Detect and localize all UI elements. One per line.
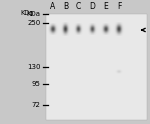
- Bar: [46, 103, 147, 106]
- Bar: [46, 14, 147, 18]
- Bar: [46, 110, 147, 113]
- Bar: [46, 50, 147, 53]
- Bar: [46, 74, 147, 78]
- Bar: [46, 95, 147, 99]
- Bar: [46, 46, 147, 50]
- Bar: [46, 14, 147, 120]
- Bar: [46, 57, 147, 60]
- Text: 95: 95: [32, 81, 40, 87]
- Text: A: A: [50, 2, 55, 11]
- Bar: [46, 113, 147, 117]
- Bar: [46, 106, 147, 110]
- Bar: [46, 85, 147, 88]
- Bar: [46, 88, 147, 92]
- Bar: [46, 53, 147, 57]
- Bar: [46, 60, 147, 64]
- Bar: [46, 39, 147, 43]
- Bar: [46, 25, 147, 28]
- Bar: [46, 21, 147, 25]
- Bar: [46, 18, 147, 21]
- Bar: [46, 28, 147, 32]
- Bar: [46, 81, 147, 85]
- Bar: [46, 78, 147, 81]
- Text: E: E: [103, 2, 108, 11]
- Text: 250: 250: [27, 20, 40, 26]
- Bar: [46, 92, 147, 95]
- Text: KDa: KDa: [26, 11, 40, 17]
- Text: F: F: [117, 2, 121, 11]
- Bar: [46, 32, 147, 35]
- Bar: [46, 117, 147, 120]
- Bar: [46, 64, 147, 67]
- Text: C: C: [76, 2, 81, 11]
- Bar: [46, 35, 147, 39]
- Bar: [46, 71, 147, 74]
- Text: 72: 72: [32, 102, 40, 108]
- Text: D: D: [89, 2, 95, 11]
- Text: B: B: [63, 2, 68, 11]
- Bar: [46, 99, 147, 103]
- Text: KDa: KDa: [20, 10, 34, 16]
- Bar: [46, 43, 147, 46]
- Text: 130: 130: [27, 64, 40, 70]
- Bar: [46, 67, 147, 71]
